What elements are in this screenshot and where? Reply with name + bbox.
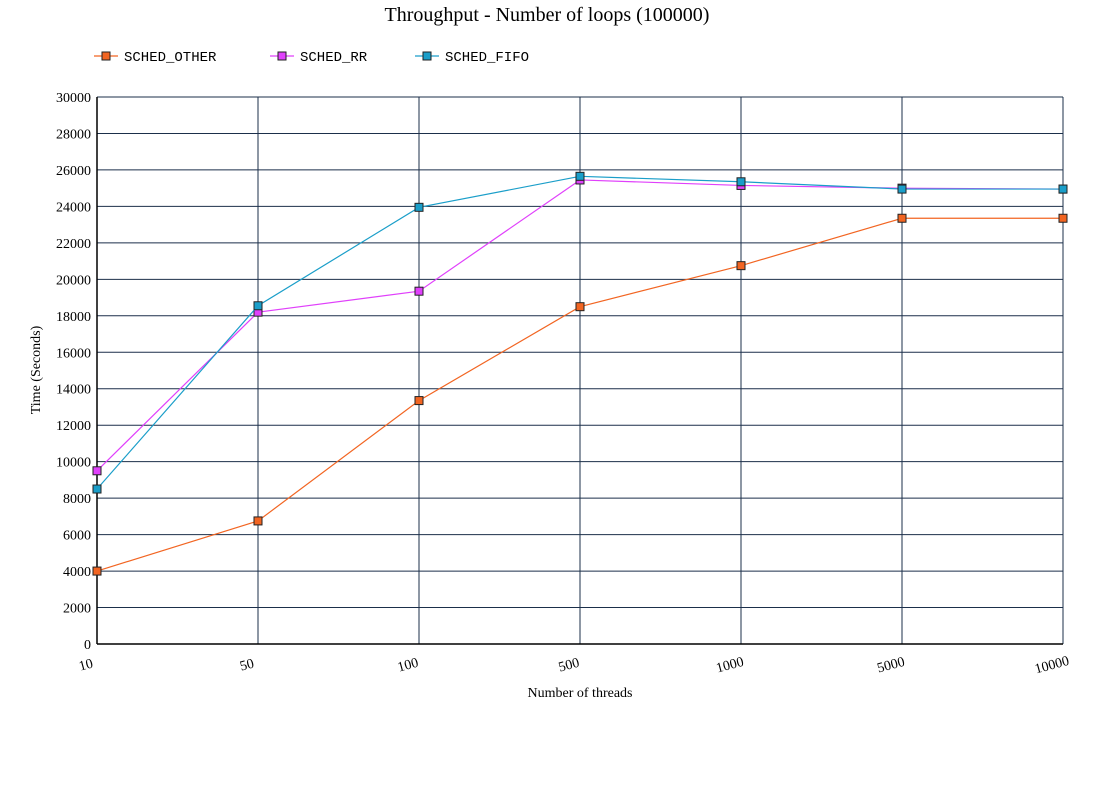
data-point	[253, 301, 263, 311]
data-point	[414, 286, 424, 296]
y-tick-label: 18000	[56, 310, 91, 325]
x-tick-label: 1000	[715, 655, 746, 677]
legend-marker	[101, 51, 111, 61]
data-point	[897, 213, 907, 223]
data-point	[736, 261, 746, 271]
data-point	[92, 466, 102, 476]
x-tick-label: 5000	[876, 655, 907, 677]
legend-label: SCHED_FIFO	[445, 50, 529, 66]
legend-marker	[422, 51, 432, 61]
data-point	[414, 202, 424, 212]
y-tick-label: 16000	[56, 346, 91, 361]
x-tick-label: 10000	[1033, 654, 1071, 678]
legend-marker	[277, 51, 287, 61]
data-point	[736, 177, 746, 187]
data-point	[414, 396, 424, 406]
data-point	[575, 171, 585, 181]
chart-legend: SCHED_OTHER SCHED_RR SCHED_FIFO	[94, 50, 529, 66]
y-tick-label: 30000	[56, 91, 91, 106]
plot-area: 0 2000 4000 6000 8000 10000 12000 14000 16000 180…	[56, 91, 1071, 677]
data-point	[1058, 184, 1068, 194]
y-tick-label: 8000	[63, 492, 91, 507]
x-tick-label: 100	[396, 656, 420, 676]
y-tick-label: 28000	[56, 127, 91, 142]
chart-title: Throughput - Number of loops (100000)	[385, 4, 710, 26]
x-axis-title: Number of threads	[528, 686, 633, 701]
y-tick-label: 0	[84, 638, 91, 653]
data-point	[897, 184, 907, 194]
y-tick-label: 20000	[56, 273, 91, 288]
x-tick-label: 10	[77, 657, 94, 675]
data-point	[1058, 213, 1068, 223]
data-point	[253, 516, 263, 526]
legend-label: SCHED_RR	[300, 50, 368, 66]
y-tick-label: 22000	[56, 237, 91, 252]
y-tick-label: 12000	[56, 419, 91, 434]
data-point	[92, 484, 102, 494]
x-tick-label: 500	[557, 656, 581, 676]
y-tick-label: 10000	[56, 456, 91, 471]
y-tick-label: 4000	[63, 565, 91, 580]
data-point	[575, 302, 585, 312]
y-tick-label: 24000	[56, 200, 91, 215]
x-tick-label: 50	[238, 657, 255, 675]
y-tick-label: 14000	[56, 383, 91, 398]
y-tick-label: 6000	[63, 529, 91, 544]
y-axis-title: Time (Seconds)	[29, 325, 44, 414]
y-tick-label: 26000	[56, 164, 91, 179]
legend-label: SCHED_OTHER	[124, 50, 217, 66]
y-tick-label: 2000	[63, 602, 91, 617]
data-point	[92, 566, 102, 576]
